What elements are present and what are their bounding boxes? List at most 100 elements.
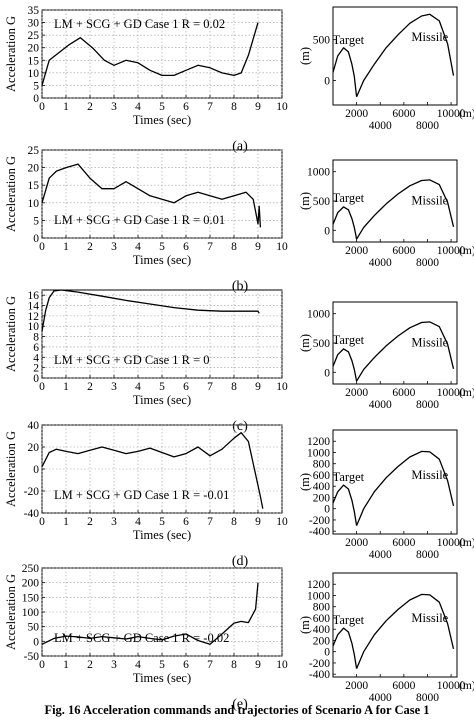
acc-3-ytick-label: 0: [33, 464, 39, 476]
acc-2-xtick-label: 3: [111, 381, 117, 393]
traj-4-ytick-label: -200: [309, 658, 330, 670]
traj-0-series-label-target: Target: [333, 33, 365, 47]
acc-4-ytick-label: 0: [33, 636, 39, 648]
traj-2-series-label-missile: Missile: [411, 336, 448, 350]
acc-2-series-line: [41, 289, 260, 332]
traj-1-series-missile: [356, 179, 455, 240]
panel-label-2: (c): [232, 419, 248, 434]
acc-3-xlabel: Times (sec): [133, 528, 191, 542]
traj-4-series-missile: [356, 593, 455, 669]
traj-4-xtick-label: 2000: [345, 680, 368, 692]
traj-2-xunit: (m): [459, 387, 474, 399]
traj-4-ytick-label: 600: [313, 613, 331, 625]
panel-label-1: (b): [232, 279, 249, 294]
acc-0-ytick-label: 5: [33, 80, 39, 92]
acc-3-xtick-label: 8: [231, 516, 237, 528]
acc-4-ytick-label: 200: [22, 578, 40, 590]
acc-1-ytick-label: 10: [28, 198, 40, 210]
acc-2-ytick-label: 8: [33, 332, 39, 344]
acc-4-ytick-label: 50: [28, 622, 40, 634]
traj-3-ytick-label: -200: [309, 515, 330, 527]
acc-4-series-line: [41, 582, 259, 645]
acc-1-ytick-label: 15: [28, 180, 40, 192]
figure-caption: Fig. 16 Acceleration commands and trajec…: [44, 703, 430, 717]
traj-3-ytick-label: -400: [309, 526, 330, 538]
traj-0-xunit: (m): [459, 108, 474, 120]
traj-4-xtick-label: 10000: [437, 680, 466, 692]
acc-0-xtick-label: 0: [39, 101, 45, 113]
acc-3-xtick-label: 0: [39, 516, 45, 528]
traj-1-ytick-label: 500: [313, 196, 331, 208]
acc-2-xlabel: Times (sec): [133, 393, 191, 407]
acc-4-annotation: LM + SCG + GD Case 1 R = -0.02: [54, 631, 229, 645]
traj-0-xtick-label: 6000: [392, 108, 415, 120]
traj-4-ytick-label: 200: [313, 635, 331, 647]
traj-1-series-target: [332, 206, 358, 240]
acc-1-xtick-label: 6: [183, 241, 189, 253]
acc-4-xtick-label: 7: [207, 659, 213, 671]
acc-0-ytick-label: 30: [28, 18, 40, 30]
traj-1-ytick-label: 1000: [307, 167, 330, 179]
traj-4-axes-frame: [332, 572, 458, 678]
acc-1-xtick-label: 9: [255, 241, 261, 253]
acc-4-ytick-label: 250: [22, 563, 40, 575]
acc-3-xtick-label: 1: [63, 516, 69, 528]
acc-1-xtick-label: 3: [111, 241, 117, 253]
acc-3-ylabel: Acceleration G: [4, 431, 18, 507]
traj-0-xtick-label: 10000: [437, 108, 466, 120]
acc-3-xtick-label: 9: [255, 516, 261, 528]
traj-4-ylabel: (m): [298, 616, 312, 634]
traj-2-ylabel: (m): [298, 334, 312, 352]
acc-3-annotation: LM + SCG + GD Case 1 R = -0.01: [54, 488, 229, 502]
traj-2-ytick-label: 0: [324, 367, 330, 379]
acc-1-ytick-label: 5: [33, 215, 39, 227]
acc-3-ytick-label: 20: [28, 442, 40, 454]
acc-3-ytick-label: -40: [24, 508, 40, 520]
traj-4-xtick-label: 8000: [416, 692, 439, 704]
traj-1-xtick-label: 2000: [345, 245, 368, 257]
traj-0-xtick-label: 8000: [416, 120, 439, 132]
traj-4-xunit: (m): [459, 680, 474, 692]
acc-0-xtick-label: 1: [63, 101, 69, 113]
acc-4-xtick-label: 2: [87, 659, 93, 671]
acc-0-xtick-label: 6: [183, 101, 189, 113]
acc-4-ytick-label: -50: [24, 651, 40, 663]
traj-2-xtick-label: 6000: [392, 387, 415, 399]
acc-0-xtick-label: 5: [159, 101, 165, 113]
acc-1-ylabel: Acceleration G: [4, 156, 18, 232]
traj-3-xtick-label: 2000: [345, 537, 368, 549]
acc-0-xtick-label: 9: [255, 101, 261, 113]
acc-2-xtick-label: 8: [231, 381, 237, 393]
traj-4-ytick-label: 0: [324, 647, 330, 659]
traj-4-ytick-label: 1200: [307, 579, 330, 591]
traj-3-ytick-label: 600: [313, 470, 331, 482]
traj-3-axes-frame: [332, 429, 458, 535]
traj-4-ytick-label: 800: [313, 602, 331, 614]
acc-4-xtick-label: 5: [159, 659, 165, 671]
acc-1-series-line: [41, 163, 262, 228]
acc-0-ytick-label: 15: [28, 55, 40, 67]
acc-4-xlabel: Times (sec): [133, 671, 191, 685]
traj-0-ytick-label: 500: [313, 35, 331, 47]
traj-0-ytick-label: 0: [324, 76, 330, 88]
acc-3-xtick-label: 6: [183, 516, 189, 528]
panel-label-0: (a): [232, 139, 248, 154]
traj-0-xtick-label: 4000: [369, 120, 392, 132]
traj-4-series-label-target: Target: [333, 613, 365, 627]
traj-2-ytick-label: 500: [313, 338, 331, 350]
traj-4-xtick-label: 4000: [369, 692, 392, 704]
acc-4-ylabel: Acceleration G: [4, 574, 18, 650]
acc-4-xtick-label: 0: [39, 659, 45, 671]
acc-0-ytick-label: 35: [28, 5, 40, 17]
acc-1-xtick-label: 0: [39, 241, 45, 253]
acc-0-xtick-label: 10: [276, 101, 288, 113]
acc-0-ytick-label: 20: [28, 43, 40, 55]
acc-0-ytick-label: 0: [33, 93, 39, 105]
acc-2-ytick-label: 14: [28, 301, 40, 313]
acc-2-xtick-label: 1: [63, 381, 69, 393]
traj-2-xtick-label: 2000: [345, 387, 368, 399]
acc-0-annotation: LM + SCG + GD Case 1 R = 0.02: [54, 17, 225, 31]
acc-2-ytick-label: 16: [28, 290, 40, 302]
acc-2-xtick-label: 2: [87, 381, 93, 393]
